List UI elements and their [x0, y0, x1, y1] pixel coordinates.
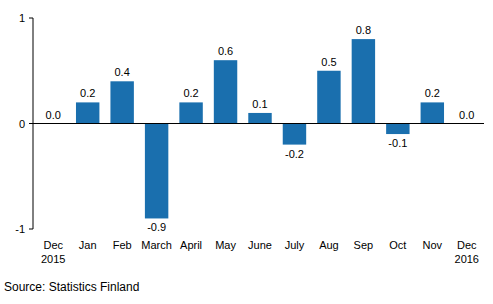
x-tick-label: March [141, 239, 172, 251]
data-label: -0.9 [147, 221, 166, 233]
x-tick-label: May [215, 239, 236, 251]
data-label: 0.0 [46, 109, 61, 121]
bars [76, 39, 444, 218]
data-label: 0.4 [115, 66, 130, 78]
chart: -1 0 1 0.0 0.2 0.4 -0.9 0.2 0.6 0.1 -0.2 0.5 0.8 -0.1… [0, 0, 493, 304]
chart-container: -1 0 1 0.0 0.2 0.4 -0.9 0.2 0.6 0.1 -0.2 0.5 0.8 -0.1… [0, 0, 493, 304]
bar [421, 102, 444, 123]
bar [283, 124, 306, 145]
bar [386, 124, 409, 135]
data-label: -0.2 [285, 148, 304, 160]
data-label: 0.1 [252, 98, 267, 110]
x-tick-label: Dec2016 [455, 239, 479, 265]
data-label: 0.0 [459, 109, 474, 121]
bar [179, 102, 202, 123]
data-label: 0.2 [183, 87, 198, 99]
source: Source: Statistics Finland [4, 280, 139, 294]
data-label: 0.2 [425, 87, 440, 99]
y-tick-label: -1 [15, 223, 25, 235]
x-tick-label: Aug [319, 239, 339, 251]
zero-line [33, 123, 484, 124]
bar [110, 81, 133, 123]
x-tick-label: Nov [423, 239, 443, 251]
bar [317, 71, 340, 124]
data-label: -0.1 [388, 137, 407, 149]
x-tick-label: Sep [354, 239, 374, 251]
x-tick-label: Dec2015 [41, 239, 65, 265]
x-tick-label: Feb [113, 239, 132, 251]
x-tick-label: April [180, 239, 202, 251]
x-tick-label: Oct [389, 239, 406, 251]
x-tick-label: Jan [79, 239, 97, 251]
y-tick [29, 18, 33, 19]
y-tick [29, 123, 33, 124]
bar [248, 113, 271, 124]
y-tick-label: 1 [19, 12, 25, 24]
y-tick [29, 229, 33, 230]
x-tick-label: July [285, 239, 305, 251]
data-label: 0.5 [321, 56, 336, 68]
y-tick-label: 0 [19, 118, 25, 130]
x-tick-label: June [248, 239, 272, 251]
bar [214, 60, 237, 123]
bar [352, 39, 375, 123]
data-label: 0.6 [218, 45, 233, 57]
bar [145, 124, 168, 219]
data-label: 0.2 [80, 87, 95, 99]
data-label: 0.8 [356, 24, 371, 36]
bar [76, 102, 99, 123]
